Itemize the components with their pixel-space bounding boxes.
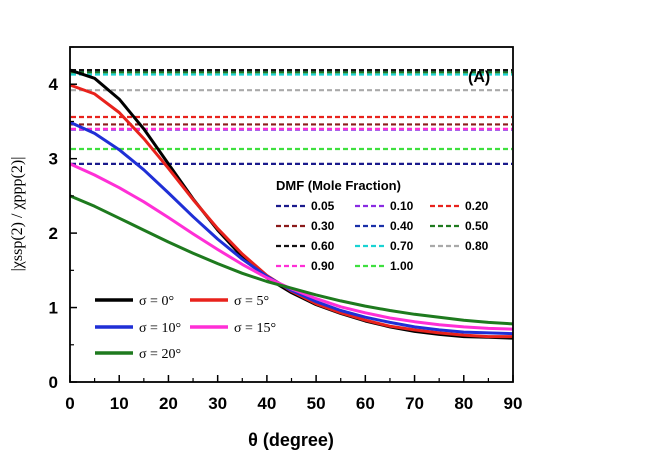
dmf-legend-label: 0.20 (465, 199, 489, 213)
dmf-legend-label: 0.60 (311, 239, 335, 253)
dmf-legend-title: DMF (Mole Fraction) (276, 178, 401, 193)
dmf-legend: 0.05 0.10 0.20 0.30 0.40 0.50 0.60 0.70 0.80 0.90… (276, 199, 489, 273)
x-tick-label: 60 (356, 394, 375, 413)
x-tick-label: 40 (257, 394, 276, 413)
sigma-legend-label: σ = 15° (234, 321, 276, 336)
y-tick-label: 1 (49, 299, 58, 318)
x-tick-label: 10 (110, 394, 129, 413)
sigma-legend-label: σ = 20° (139, 347, 181, 362)
y-axis-title-text: |χssp(2) / χppp(2)| (9, 157, 26, 272)
y-tick-label: 2 (49, 224, 58, 243)
y-tick-label: 3 (49, 150, 58, 169)
sigma-legend-label: σ = 0° (139, 294, 174, 309)
y-tick-label: 0 (49, 373, 58, 392)
sigma-legend: σ = 0° σ = 5° σ = 10° σ = 15° σ = 20° (95, 294, 276, 362)
x-tick-label: 90 (504, 394, 523, 413)
dmf-legend-label: 0.05 (311, 199, 335, 213)
x-tick-label: 80 (454, 394, 473, 413)
sigma-legend-label: σ = 10° (139, 321, 181, 336)
x-tick-label: 0 (65, 394, 74, 413)
dmf-legend-label: 0.80 (465, 239, 489, 253)
dmf-legend-label: 0.30 (311, 219, 335, 233)
dmf-legend-label: 0.90 (311, 259, 335, 273)
dmf-legend-label: 0.40 (390, 219, 414, 233)
x-tick-label: 70 (405, 394, 424, 413)
curve-sigma-0 (69, 68, 514, 340)
x-axis-title: θ (degree) (248, 430, 334, 450)
dmf-legend-label: 1.00 (390, 259, 414, 273)
panel-label: (A) (468, 69, 490, 86)
dmf-reference-lines (71, 68, 512, 165)
y-axis-title: |χssp(2) / χppp(2)| (9, 157, 26, 272)
dmf-legend-label: 0.50 (465, 219, 489, 233)
x-tick-label: 20 (159, 394, 178, 413)
axis-ticks: 0 10 20 30 40 50 60 70 80 90 0 1 2 3 4 (49, 46, 523, 413)
sigma-legend-label: σ = 5° (234, 294, 269, 309)
curve-sigma-4 (69, 194, 514, 326)
sigma-curves (69, 68, 514, 340)
y-tick-label: 4 (49, 75, 59, 94)
x-tick-label: 50 (307, 394, 326, 413)
dmf-legend-label: 0.70 (390, 239, 414, 253)
x-tick-label: 30 (208, 394, 227, 413)
curve-sigma-1 (69, 83, 513, 339)
dmf-legend-label: 0.10 (390, 199, 414, 213)
